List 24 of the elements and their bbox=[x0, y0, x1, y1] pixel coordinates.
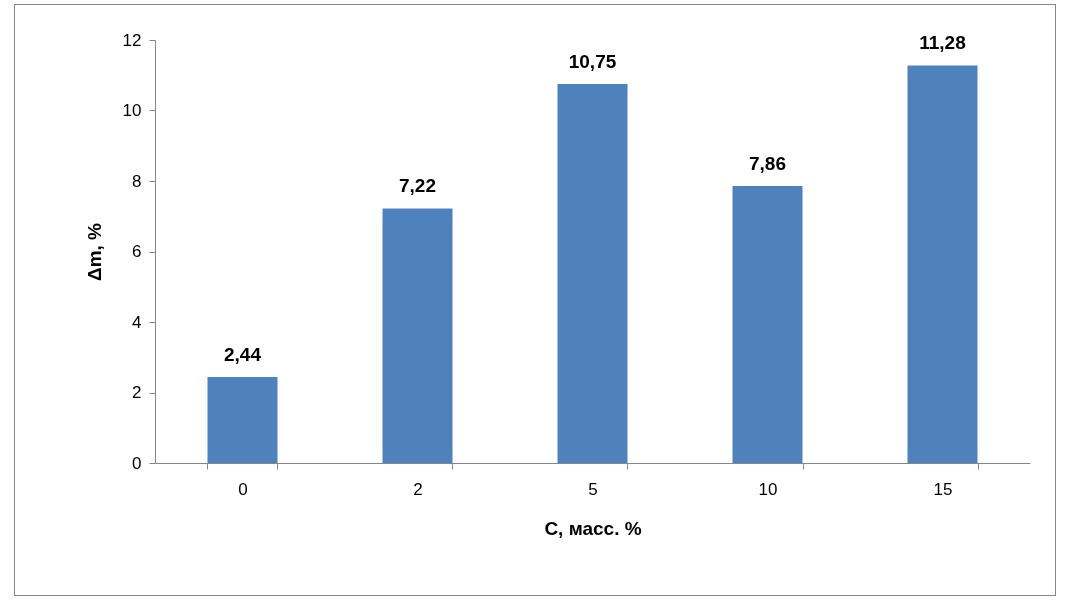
x-tick-label: 5 bbox=[588, 479, 598, 499]
data-label: 11,28 bbox=[919, 32, 966, 54]
x-tick-label: 15 bbox=[933, 479, 953, 499]
data-label: 10,75 bbox=[568, 51, 617, 73]
bar bbox=[557, 84, 628, 463]
bar bbox=[382, 208, 453, 463]
y-axis-title: Δm, % bbox=[83, 222, 105, 282]
data-label: 7,22 bbox=[399, 175, 436, 197]
y-tick-label: 8 bbox=[132, 171, 142, 191]
data-label: 7,86 bbox=[749, 152, 786, 174]
y-tick-label: 12 bbox=[122, 30, 142, 50]
bar bbox=[907, 65, 978, 463]
y-tick-label: 0 bbox=[132, 453, 142, 473]
x-axis-title: C, масс. % bbox=[544, 517, 642, 539]
y-tick-label: 10 bbox=[122, 101, 142, 120]
x-tick-label: 10 bbox=[758, 479, 778, 499]
bar bbox=[207, 376, 278, 463]
y-tick-label: 2 bbox=[132, 383, 142, 402]
x-tick-label: 2 bbox=[413, 479, 423, 499]
y-tick-label: 6 bbox=[132, 242, 142, 261]
data-label: 2,44 bbox=[224, 343, 262, 365]
x-tick-label: 0 bbox=[238, 479, 248, 499]
bar bbox=[732, 185, 803, 463]
y-tick-label: 4 bbox=[132, 312, 142, 332]
